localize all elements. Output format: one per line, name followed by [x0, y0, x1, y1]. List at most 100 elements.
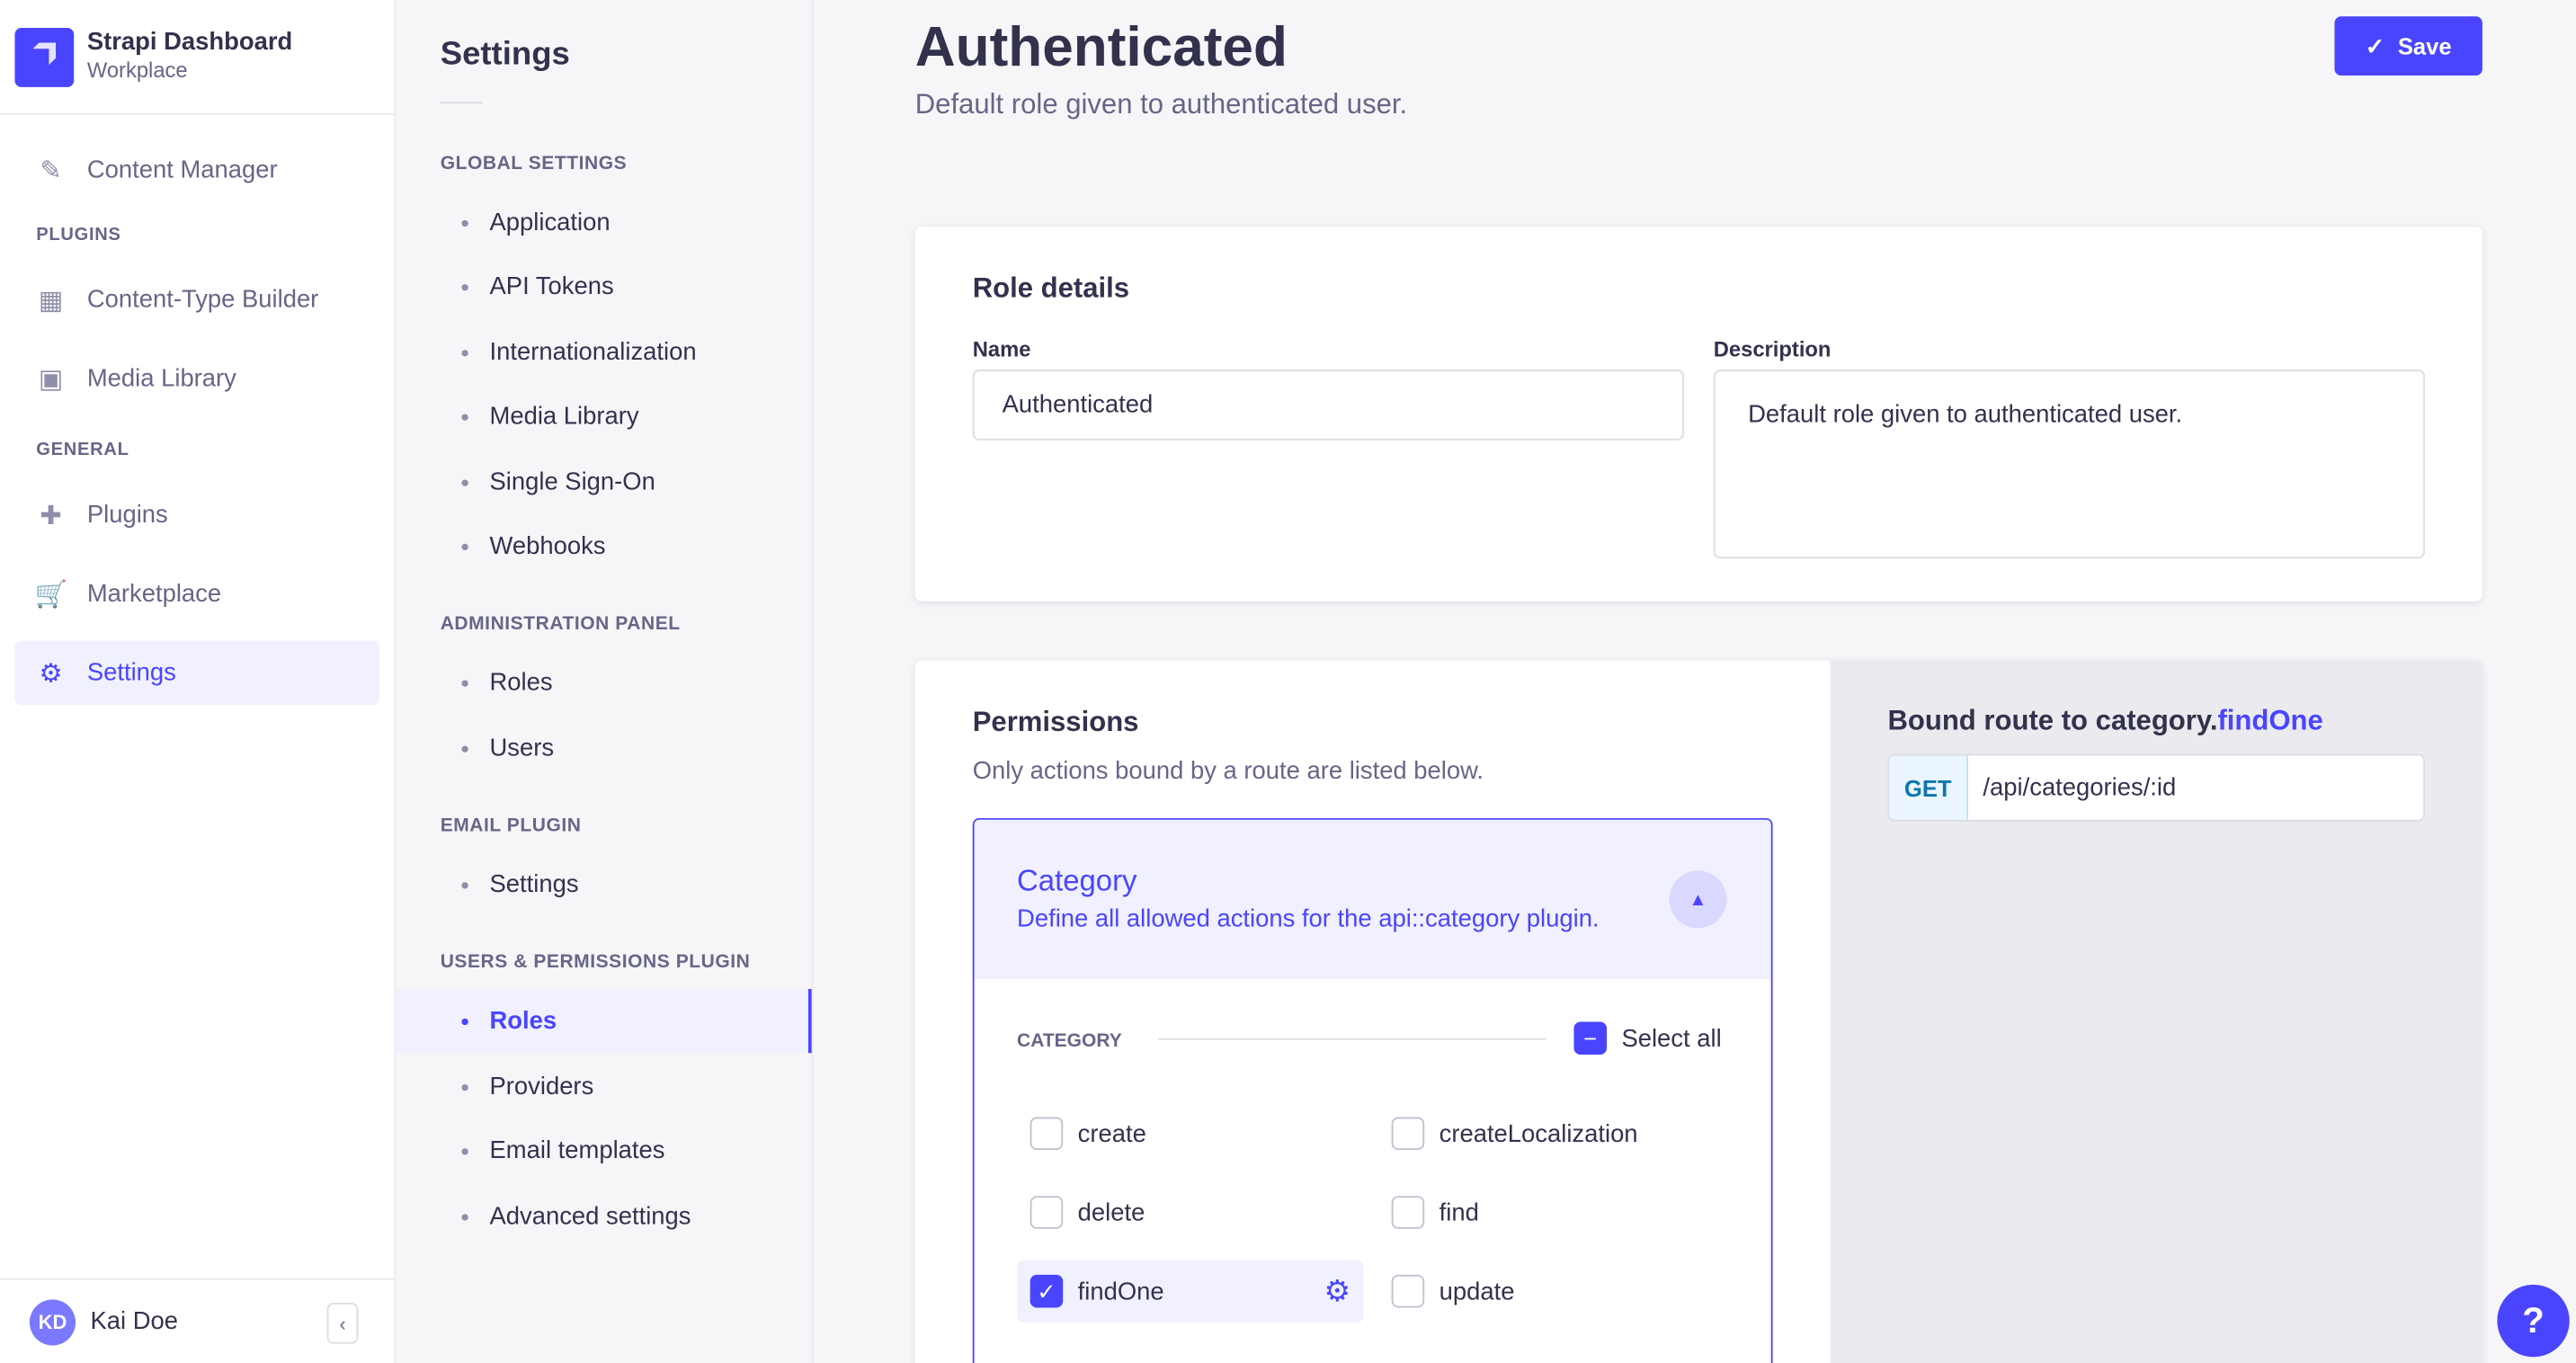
permissions-card: Permissions Only actions bound by a rout… — [914, 660, 2482, 1363]
checkbox-icon[interactable] — [1030, 1117, 1064, 1151]
subnav-item[interactable]: Internationalization — [396, 320, 811, 384]
permissions-subtitle: Only actions bound by a route are listed… — [972, 757, 1484, 786]
subnav-section: EMAIL PLUGIN — [440, 816, 582, 837]
gear-icon[interactable]: ⚙ — [1324, 1273, 1350, 1307]
accordion-description: Define all allowed actions for the api::… — [1017, 904, 1600, 933]
layout-icon: ▦ — [38, 286, 64, 315]
name-input[interactable]: Authenticated — [972, 370, 1684, 441]
checkbox-icon[interactable] — [1391, 1117, 1425, 1151]
settings-subnav: Settings GLOBAL SETTINGS Application API T… — [396, 0, 814, 1363]
brand: Strapi Dashboard Workplace — [0, 0, 395, 115]
route-path: /api/categories/:id — [1983, 773, 2177, 802]
subnav-item[interactable]: Providers — [396, 1055, 811, 1118]
category-accordion: Category Define all allowed actions for … — [972, 817, 1773, 1363]
nav-section-plugins: PLUGINS — [36, 225, 121, 245]
route-display: GET /api/categories/:id — [1887, 753, 2425, 822]
group-label: CATEGORY — [1017, 1031, 1122, 1052]
subnav-item[interactable]: Roles — [396, 651, 811, 715]
method-badge: GET — [1889, 755, 1968, 820]
subnav-item[interactable]: Roles — [396, 988, 812, 1054]
description-label: Description — [1713, 336, 1832, 361]
action-checkbox-createLocalization[interactable]: createLocalization — [1378, 1102, 1638, 1164]
description-textarea[interactable]: Default role given to authenticated user… — [1713, 370, 2425, 559]
subnav-section: ADMINISTRATION PANEL — [440, 614, 681, 635]
nav-content-type-builder[interactable]: ▦ Content-Type Builder — [14, 268, 379, 332]
subnav-section: USERS & PERMISSIONS PLUGIN — [440, 952, 751, 973]
chevron-up-icon: ▲ — [1689, 889, 1707, 910]
action-label: delete — [1077, 1198, 1145, 1227]
gear-icon: ⚙ — [39, 659, 63, 688]
divider — [1158, 1038, 1546, 1040]
feather-icon: ✎ — [40, 156, 62, 185]
checkbox-icon[interactable] — [1030, 1196, 1064, 1229]
route-action: findOne — [2217, 704, 2323, 736]
nav-label: Marketplace — [86, 580, 222, 609]
subnav-item[interactable]: Users — [396, 717, 811, 780]
checkbox-icon[interactable] — [1391, 1196, 1425, 1229]
minus-icon: − — [1573, 1021, 1608, 1056]
subnav-item[interactable]: Media Library — [396, 385, 811, 449]
cart-icon: 🛒 — [34, 580, 67, 609]
action-checkbox-findOne[interactable]: ✓ findOne ⚙ — [1017, 1260, 1364, 1323]
action-checkbox-update[interactable]: update — [1378, 1260, 1514, 1322]
collapse-nav-button[interactable]: ‹ — [326, 1302, 359, 1344]
accordion-title: Category — [1017, 864, 1137, 897]
card-heading: Role details — [972, 272, 1130, 305]
select-all-checkbox[interactable]: − Select all — [1573, 1021, 1722, 1056]
subnav-item[interactable]: Settings — [396, 852, 811, 916]
action-label: createLocalization — [1439, 1119, 1638, 1148]
subnav-item[interactable]: Single Sign-On — [396, 450, 811, 514]
nav-content-manager[interactable]: ✎ Content Manager — [14, 138, 379, 201]
action-label: create — [1077, 1119, 1146, 1148]
action-checkbox-find[interactable]: find — [1378, 1181, 1479, 1243]
action-label: findOne — [1077, 1277, 1164, 1305]
page-title: Authenticated — [914, 16, 1288, 79]
route-prefix: Bound route to — [1887, 704, 2096, 736]
chevron-left-icon: ‹ — [339, 1312, 346, 1335]
subnav-item[interactable]: Application — [396, 191, 811, 254]
subnav-item[interactable]: Email templates — [396, 1118, 811, 1182]
nav-marketplace[interactable]: 🛒 Marketplace — [14, 562, 379, 626]
route-controller: category. — [2095, 704, 2218, 736]
collapse-accordion-button[interactable]: ▲ — [1669, 870, 1727, 929]
accordion-header[interactable]: Category Define all allowed actions for … — [974, 819, 1771, 980]
role-details-card: Role details Name Authenticated Descript… — [914, 227, 2482, 601]
bound-route-heading: Bound route to category.findOne — [1887, 705, 2322, 738]
page-subtitle: Default role given to authenticated user… — [914, 88, 1408, 120]
bound-route-panel: Bound route to category.findOne GET /api… — [1830, 660, 2482, 1363]
user-name[interactable]: Kai Doe — [90, 1307, 179, 1336]
subnav-item[interactable]: Advanced settings — [396, 1184, 811, 1248]
action-label: find — [1439, 1198, 1479, 1227]
action-checkbox-delete[interactable]: delete — [1017, 1181, 1145, 1243]
nav-label: Plugins — [86, 501, 168, 530]
save-label: Save — [2397, 32, 2452, 59]
name-label: Name — [972, 336, 1031, 361]
nav-label: Settings — [86, 658, 176, 687]
subnav-section: GLOBAL SETTINGS — [440, 154, 628, 174]
action-checkbox-create[interactable]: create — [1017, 1102, 1146, 1164]
nav-label: Content-Type Builder — [86, 285, 319, 314]
user-footer: KD Kai Doe ‹ — [0, 1278, 395, 1363]
app-title: Strapi Dashboard — [86, 28, 293, 57]
nav-media-library[interactable]: ▣ Media Library — [14, 347, 379, 411]
image-icon: ▣ — [38, 365, 64, 394]
nav-plugins[interactable]: ✚ Plugins — [14, 483, 379, 547]
main-nav: Strapi Dashboard Workplace ✎ Content Manag… — [0, 0, 397, 1363]
subnav-item[interactable]: API Tokens — [396, 254, 811, 318]
puzzle-icon: ✚ — [40, 502, 62, 530]
subnav-item[interactable]: Webhooks — [396, 514, 811, 578]
nav-settings[interactable]: ⚙ Settings — [14, 640, 380, 705]
save-button[interactable]: ✓ Save — [2334, 16, 2482, 76]
subnav-title: Settings — [440, 36, 570, 73]
nav-label: Content Manager — [86, 156, 278, 184]
checkbox-checked-icon[interactable]: ✓ — [1030, 1274, 1064, 1308]
select-all-label: Select all — [1621, 1024, 1722, 1053]
nav-section-general: GENERAL — [36, 440, 129, 460]
help-button[interactable]: ? — [2497, 1284, 2570, 1358]
action-label: update — [1439, 1277, 1515, 1305]
strapi-logo-icon — [14, 27, 75, 86]
check-icon: ✓ — [2365, 31, 2385, 58]
checkbox-icon[interactable] — [1391, 1274, 1425, 1308]
divider — [440, 102, 484, 104]
avatar[interactable]: KD — [29, 1298, 76, 1345]
